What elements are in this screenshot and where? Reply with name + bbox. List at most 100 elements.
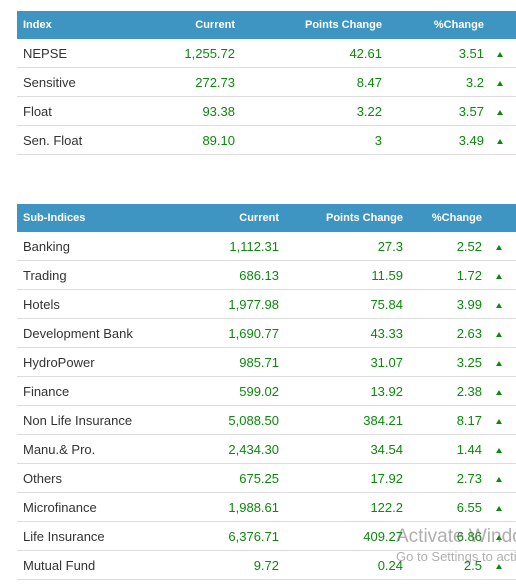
row-name: NEPSE [17, 39, 111, 68]
table-row[interactable]: Life Insurance 6,376.71 409.27 6.86 [17, 521, 516, 551]
row-current: 93.38 [111, 96, 235, 126]
up-arrow-icon [496, 476, 502, 482]
row-points-change: 42.61 [235, 39, 382, 68]
row-name: Development Bank [17, 318, 172, 348]
row-current: 985.71 [172, 347, 279, 377]
row-current: 675.25 [172, 463, 279, 493]
row-pct-change: 2.52 [403, 232, 482, 261]
index-header-points-change: Points Change [235, 11, 382, 39]
row-points-change: 11.59 [279, 260, 403, 290]
row-points-change: 409.27 [279, 521, 403, 551]
row-pct-change: 2.63 [403, 318, 482, 348]
row-name: Finance [17, 376, 172, 406]
row-name: Banking [17, 232, 172, 261]
row-current: 1,690.77 [172, 318, 279, 348]
row-pct-change: 1.72 [403, 260, 482, 290]
row-trend [482, 232, 516, 261]
table-row[interactable]: HydroPower 985.71 31.07 3.25 [17, 347, 516, 377]
up-arrow-icon [497, 138, 503, 144]
up-arrow-icon [496, 447, 502, 453]
row-current: 5,088.50 [172, 405, 279, 435]
row-trend [484, 125, 516, 155]
row-points-change: 8.47 [235, 67, 382, 97]
index-header-name: Index [17, 11, 111, 39]
row-current: 272.73 [111, 67, 235, 97]
up-arrow-icon [496, 389, 502, 395]
row-points-change: 384.21 [279, 405, 403, 435]
up-arrow-icon [497, 80, 503, 86]
row-pct-change: 8.17 [403, 405, 482, 435]
row-points-change: 17.92 [279, 463, 403, 493]
row-points-change: 27.3 [279, 232, 403, 261]
row-name: Others [17, 463, 172, 493]
table-row[interactable]: Sensitive 272.73 8.47 3.2 [17, 67, 516, 97]
table-row[interactable]: Banking 1,112.31 27.3 2.52 [17, 232, 516, 261]
up-arrow-icon [496, 244, 502, 250]
row-trend [482, 289, 516, 319]
row-trend [482, 405, 516, 435]
row-trend [482, 492, 516, 522]
sub-header-current: Current [172, 204, 279, 232]
row-current: 9.72 [172, 550, 279, 580]
up-arrow-icon [497, 109, 503, 115]
row-pct-change: 2.38 [403, 376, 482, 406]
row-name: HydroPower [17, 347, 172, 377]
table-row[interactable]: Others 675.25 17.92 2.73 [17, 463, 516, 493]
index-table-body: NEPSE 1,255.72 42.61 3.51 Sensitive 272.73 8.4… [17, 39, 516, 155]
row-current: 6,376.71 [172, 521, 279, 551]
table-row[interactable]: Float 93.38 3.22 3.57 [17, 96, 516, 126]
row-current: 1,988.61 [172, 492, 279, 522]
row-pct-change: 3.49 [382, 125, 484, 155]
row-current: 1,112.31 [172, 232, 279, 261]
row-name: Sensitive [17, 67, 111, 97]
row-trend [484, 39, 516, 68]
up-arrow-icon [496, 534, 502, 540]
row-current: 599.02 [172, 376, 279, 406]
sub-indices-table: Sub-Indices Current Points Change %Chang… [17, 204, 516, 580]
row-current: 89.10 [111, 125, 235, 155]
row-points-change: 13.92 [279, 376, 403, 406]
row-name: Microfinance [17, 492, 172, 522]
table-row[interactable]: Trading 686.13 11.59 1.72 [17, 260, 516, 290]
row-points-change: 43.33 [279, 318, 403, 348]
row-pct-change: 2.73 [403, 463, 482, 493]
up-arrow-icon [496, 563, 502, 569]
row-trend [484, 67, 516, 97]
row-pct-change: 6.55 [403, 492, 482, 522]
index-header-current: Current [111, 11, 235, 39]
index-table-header: Index Current Points Change %Change [17, 11, 516, 39]
table-row[interactable]: Hotels 1,977.98 75.84 3.99 [17, 289, 516, 319]
row-points-change: 34.54 [279, 434, 403, 464]
sub-indices-table-body: Banking 1,112.31 27.3 2.52 Trading 686.13 11.5… [17, 232, 516, 580]
row-trend [484, 96, 516, 126]
table-row[interactable]: Manu.& Pro. 2,434.30 34.54 1.44 [17, 434, 516, 464]
table-row[interactable]: Finance 599.02 13.92 2.38 [17, 376, 516, 406]
up-arrow-icon [496, 331, 502, 337]
row-pct-change: 3.57 [382, 96, 484, 126]
row-pct-change: 3.25 [403, 347, 482, 377]
row-trend [482, 318, 516, 348]
row-pct-change: 3.51 [382, 39, 484, 68]
table-row[interactable]: Sen. Float 89.10 3 3.49 [17, 125, 516, 155]
row-points-change: 122.2 [279, 492, 403, 522]
row-name: Manu.& Pro. [17, 434, 172, 464]
index-table: Index Current Points Change %Change NEPS… [17, 11, 516, 155]
row-name: Trading [17, 260, 172, 290]
index-header-trend [484, 11, 516, 39]
row-trend [482, 376, 516, 406]
table-row[interactable]: Development Bank 1,690.77 43.33 2.63 [17, 318, 516, 348]
up-arrow-icon [496, 302, 502, 308]
table-row[interactable]: Microfinance 1,988.61 122.2 6.55 [17, 492, 516, 522]
index-header-pct-change: %Change [382, 11, 484, 39]
row-points-change: 31.07 [279, 347, 403, 377]
row-trend [482, 521, 516, 551]
up-arrow-icon [496, 360, 502, 366]
sub-header-name: Sub-Indices [17, 204, 172, 232]
up-arrow-icon [496, 273, 502, 279]
table-row[interactable]: Mutual Fund 9.72 0.24 2.5 [17, 550, 516, 580]
row-name: Mutual Fund [17, 550, 172, 580]
row-current: 686.13 [172, 260, 279, 290]
table-row[interactable]: Non Life Insurance 5,088.50 384.21 8.17 [17, 405, 516, 435]
table-row[interactable]: NEPSE 1,255.72 42.61 3.51 [17, 39, 516, 68]
